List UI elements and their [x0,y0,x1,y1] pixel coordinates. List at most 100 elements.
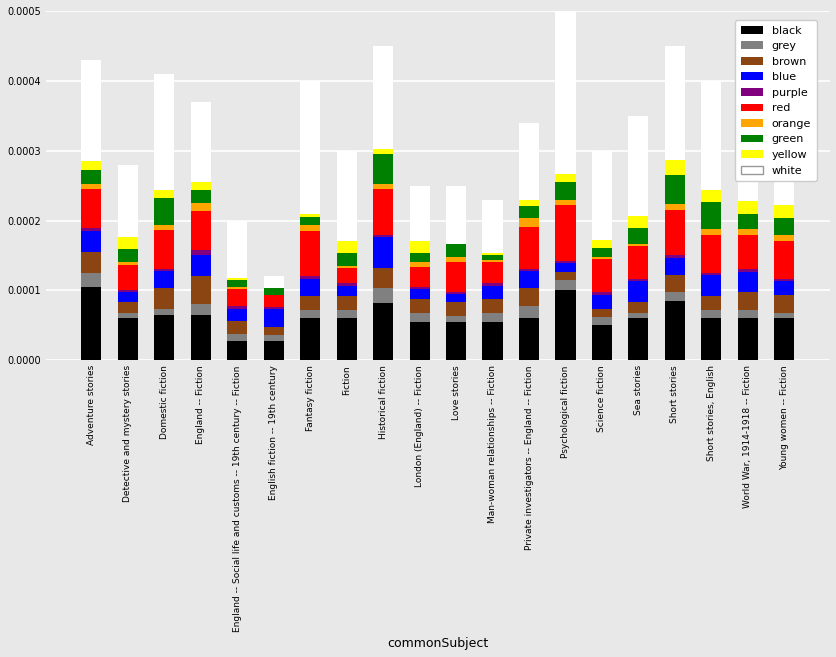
Bar [154,231,174,269]
Bar [555,205,575,261]
Bar [591,248,611,257]
Bar [81,60,101,161]
Bar [518,200,538,206]
Bar [482,286,502,300]
Bar [191,304,211,315]
Bar [81,287,101,360]
Bar [300,279,320,296]
Bar [701,273,721,275]
Bar [300,319,320,360]
Bar [263,277,283,288]
Bar [191,277,211,304]
Bar [118,249,138,261]
Bar [773,241,793,279]
Bar [191,256,211,277]
Bar [336,286,356,296]
Bar [227,287,247,289]
Bar [263,288,283,294]
Legend: black, grey, brown, blue, purple, red, orange, green, yellow, white: black, grey, brown, blue, purple, red, o… [734,20,816,181]
Bar [446,186,466,244]
Bar [336,266,356,268]
Bar [118,261,138,265]
Bar [773,235,793,241]
Bar [154,271,174,288]
Bar [737,229,757,235]
Bar [373,235,393,237]
Bar [300,217,320,225]
Bar [555,182,575,200]
Bar [555,290,575,360]
Bar [191,315,211,360]
Bar [482,200,502,253]
Bar [701,296,721,310]
Bar [555,11,575,173]
Bar [737,201,757,214]
Bar [773,123,793,205]
Bar [227,321,247,334]
Bar [701,202,721,229]
Bar [482,253,502,255]
Bar [446,302,466,316]
Bar [664,210,684,256]
Bar [154,315,174,360]
Bar [409,322,429,360]
Bar [409,289,429,300]
Bar [300,225,320,231]
Bar [409,300,429,313]
Bar [154,288,174,309]
Bar [482,260,502,262]
Bar [373,154,393,183]
Bar [628,246,648,279]
Bar [81,227,101,231]
Bar [336,254,356,266]
Bar [191,250,211,256]
Bar [701,275,721,296]
Bar [482,283,502,286]
Bar [263,335,283,341]
Bar [518,218,538,227]
Bar [263,341,283,360]
Bar [555,263,575,271]
Bar [118,313,138,319]
Bar [154,225,174,231]
Bar [300,277,320,279]
Bar [518,206,538,218]
Bar [737,310,757,319]
Bar [737,235,757,269]
Bar [773,205,793,217]
Bar [373,189,393,235]
Bar [628,313,648,319]
Bar [336,319,356,360]
Bar [373,288,393,303]
Bar [227,334,247,341]
Bar [591,292,611,294]
Bar [81,252,101,273]
Bar [118,265,138,290]
Bar [409,267,429,287]
Bar [336,268,356,283]
Bar [701,310,721,319]
Bar [300,310,320,319]
Bar [227,289,247,306]
Bar [336,310,356,319]
Bar [373,303,393,360]
Bar [701,319,721,360]
Bar [300,214,320,217]
Bar [773,295,793,313]
Bar [628,228,648,244]
Bar [81,273,101,287]
Bar [263,294,283,307]
Bar [191,102,211,182]
Bar [409,287,429,289]
Bar [263,327,283,335]
Bar [591,259,611,292]
Bar [373,268,393,288]
Bar [154,269,174,271]
Bar [154,198,174,225]
Bar [737,214,757,229]
Bar [118,165,138,237]
Bar [118,302,138,313]
Bar [773,217,793,235]
Bar [118,319,138,360]
Bar [555,280,575,290]
